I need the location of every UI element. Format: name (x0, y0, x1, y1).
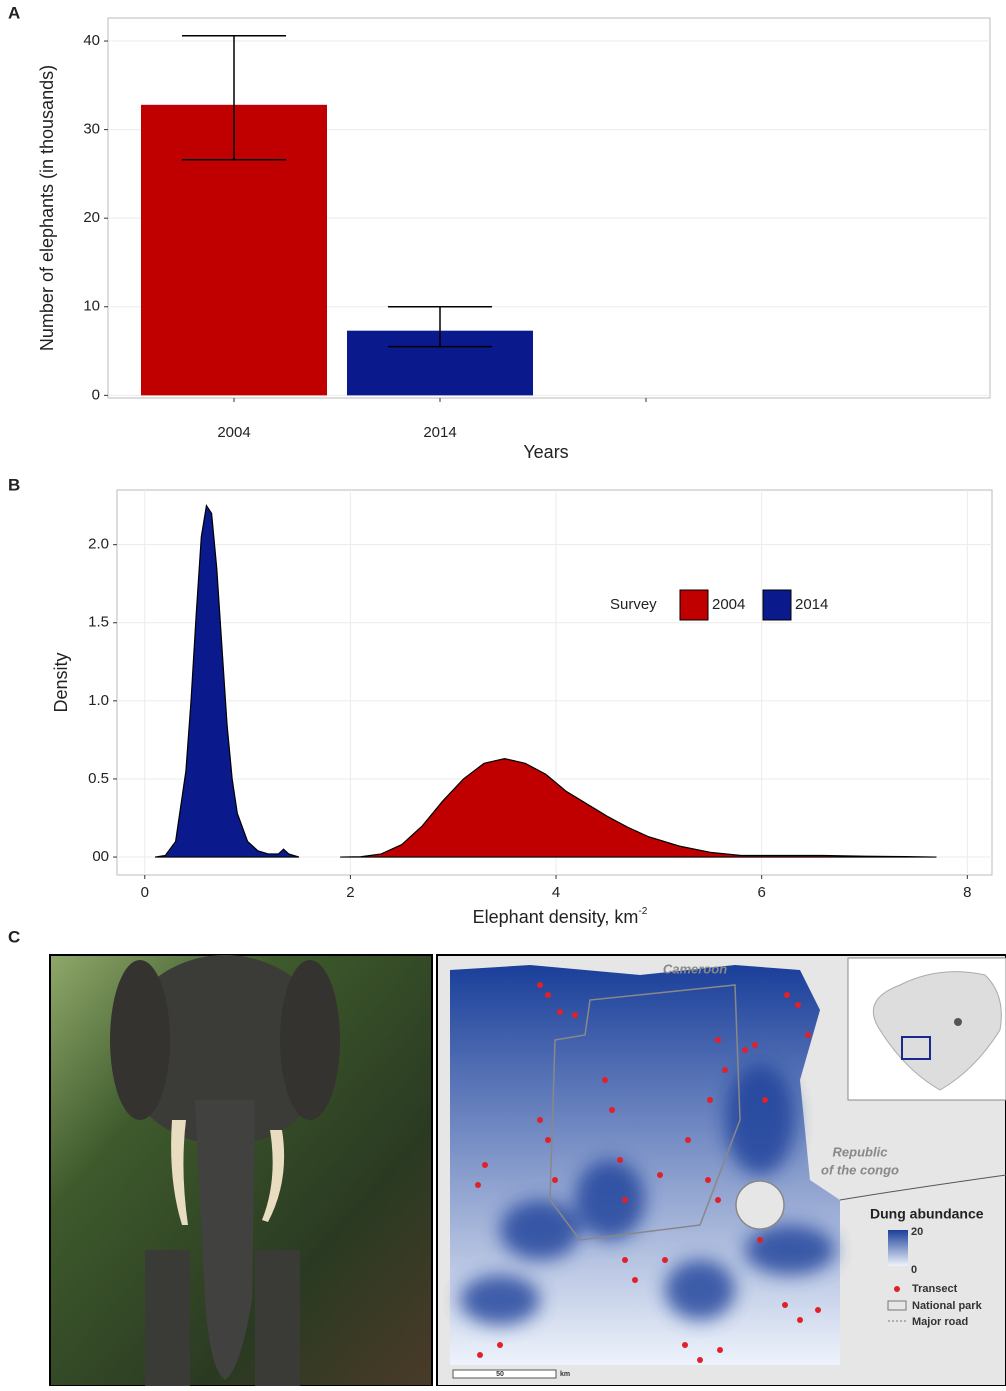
chart-panel: B 00 0.5 1.0 1.5 2.0 Density 0 2 4 6 8 Elephant dens… (8, 475, 992, 926)
y-tick-label: 30 (83, 121, 100, 138)
country-label: of the congo (821, 1162, 899, 1177)
x-tick-label: 4 (552, 884, 560, 901)
elephant-photo (50, 955, 432, 1386)
scale-bar-label: 50 (496, 1371, 504, 1378)
legend-title: Dung abundance (870, 1206, 984, 1222)
x-tick-label: 6 (758, 884, 766, 901)
x-axis-label: Elephant density, km-2 (473, 906, 648, 927)
y-tick-label: 0.5 (88, 770, 109, 787)
legend-label: 2014 (795, 596, 828, 613)
country-label: Republic (833, 1144, 889, 1159)
y-axis-label: Number of elephants (in thousands) (37, 65, 57, 351)
panel-label: B (8, 475, 20, 494)
legend-title: Survey (610, 596, 657, 613)
x-tick-label: 8 (963, 884, 971, 901)
y-tick-label: 1.0 (88, 692, 109, 709)
y-tick-label: 0 (92, 386, 100, 403)
y-tick-label: 00 (92, 848, 109, 865)
country-label: Cameroon (663, 961, 727, 976)
legend-scale-max: 20 (911, 1226, 923, 1238)
y-tick-label: 2.0 (88, 536, 109, 553)
x-tick-label: 2 (346, 884, 354, 901)
scale-bar-unit: km (560, 1371, 570, 1378)
y-tick-label: 40 (83, 32, 100, 49)
legend-key (680, 590, 708, 620)
x-tick-label: 2004 (217, 424, 250, 441)
y-tick-label: 1.5 (88, 614, 109, 631)
y-axis-label: Density (51, 652, 71, 712)
figure: C Cameroon Republic of the congo Dung ab… (0, 0, 1006, 1386)
x-tick-label: 2014 (423, 424, 456, 441)
legend-key (763, 590, 791, 620)
x-axis-label: Years (523, 442, 568, 462)
chart-panel: A 0 10 20 30 40 Number of elephants (in thousa… (8, 3, 990, 461)
x-axis-label-sup: -2 (638, 906, 647, 917)
legend-label: 2004 (712, 596, 745, 613)
y-tick-label: 10 (83, 298, 100, 315)
legend-item: Transect (912, 1283, 958, 1295)
y-tick-label: 20 (83, 209, 100, 226)
panel-label: C (8, 927, 20, 946)
x-axis-label-text: Elephant density, km (473, 907, 639, 927)
legend-item: National park (912, 1300, 983, 1312)
legend-scale-min: 0 (911, 1264, 917, 1276)
panel-label: A (8, 3, 20, 22)
legend-item: Major road (912, 1316, 968, 1328)
x-tick-label: 0 (141, 884, 149, 901)
